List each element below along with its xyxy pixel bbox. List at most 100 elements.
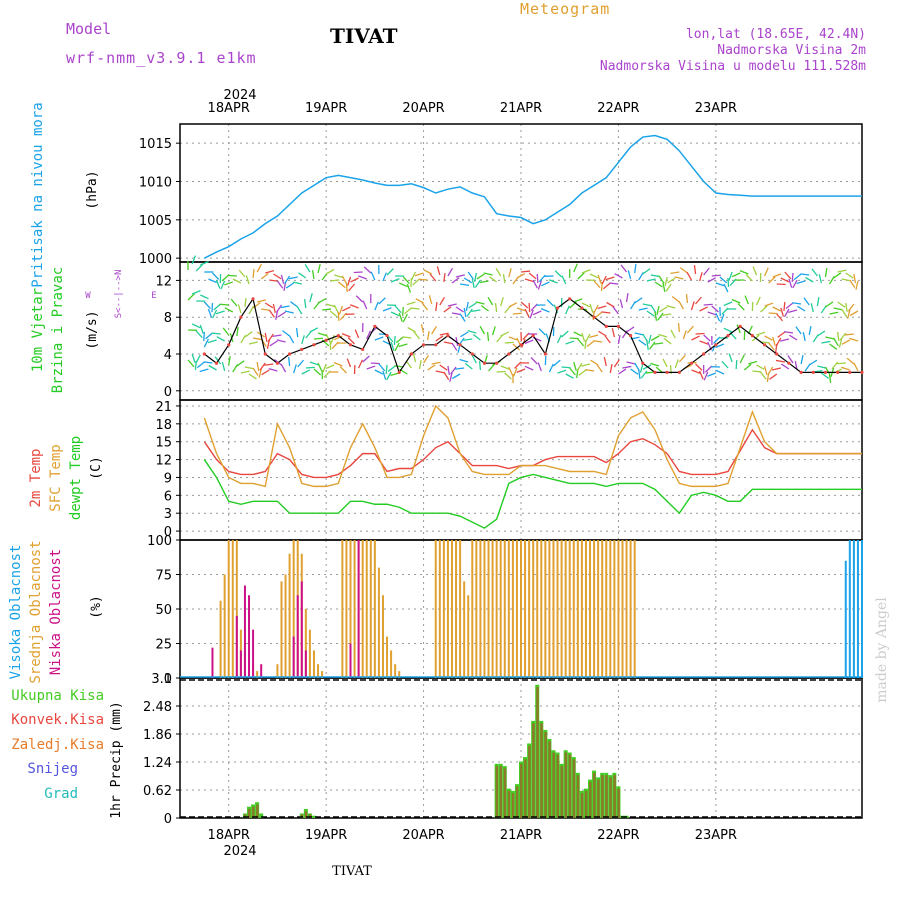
- wind-barb: [230, 298, 238, 307]
- wind-barb: [650, 274, 660, 278]
- y-tick-label: 0: [164, 525, 172, 540]
- wind-barb: [791, 272, 794, 283]
- wind-speed-point: [836, 370, 840, 374]
- wind-speed-point: [726, 334, 730, 338]
- wind-barb: [215, 279, 221, 289]
- wind-barb: [593, 340, 603, 343]
- y-tick-label: 0: [164, 672, 172, 687]
- wind-barb: [808, 359, 818, 366]
- conv-precip-bar: [572, 759, 576, 818]
- wind-barb: [537, 362, 542, 372]
- wind-barb: [731, 298, 741, 304]
- wind-barb: [265, 270, 275, 274]
- wind-barb: [374, 336, 384, 341]
- wind-barb: [449, 372, 453, 382]
- wind-barb: [833, 307, 843, 311]
- wind-barb: [678, 300, 684, 310]
- wind-barb: [348, 283, 356, 292]
- wind-barb: [374, 369, 384, 375]
- wind-barb: [447, 267, 453, 277]
- wind-barb: [305, 366, 315, 369]
- precip-label-3: Zaledj.Kisa: [11, 737, 104, 753]
- wind-barb: [557, 369, 567, 374]
- wind-barb: [355, 295, 364, 303]
- wind-barb: [711, 274, 721, 277]
- temp-labels: 2m Temp SFC Temp dewpt Temp (C): [28, 436, 104, 520]
- wind-barb: [439, 296, 446, 306]
- wind-barb: [479, 325, 486, 335]
- wind-barb: [816, 297, 820, 307]
- wind-barb: [394, 305, 402, 314]
- wind-barb: [663, 337, 672, 345]
- wind-barb: [272, 303, 276, 313]
- wind-barb: [648, 334, 652, 344]
- wind-barb: [280, 274, 285, 284]
- wind-barb: [500, 331, 510, 337]
- wind-speed-point: [592, 315, 596, 319]
- wind-barb: [334, 274, 344, 279]
- wind-barb: [597, 274, 602, 284]
- wind-barb: [494, 302, 498, 313]
- wind-speed-point: [421, 343, 426, 347]
- wind-barb: [520, 301, 529, 309]
- y-tick-label: 0.62: [143, 784, 172, 799]
- wind-speed-point: [714, 343, 718, 347]
- wind-speed-point: [641, 361, 645, 365]
- wind-barb: [604, 335, 611, 344]
- wind-barb: [385, 364, 388, 375]
- wind-barb: [650, 304, 657, 313]
- wind-barb: [573, 263, 578, 273]
- wind-barb: [221, 274, 230, 282]
- y-tick-label: 1000: [139, 252, 172, 267]
- wind-barb: [317, 298, 327, 304]
- wind-barb: [187, 359, 195, 368]
- conv-precip-bar: [597, 779, 600, 818]
- precip-label-4: Snijeg: [27, 761, 78, 777]
- wind-barb: [803, 297, 810, 306]
- footer-station: TIVAT: [332, 864, 372, 879]
- wind-speed-point: [336, 334, 340, 338]
- wind-barb: [658, 333, 668, 338]
- wind-barb: [650, 335, 660, 342]
- wind-barb: [301, 369, 311, 375]
- wind-barb: [619, 299, 624, 309]
- wind-barb: [398, 282, 408, 288]
- pressure-line: [204, 134, 862, 259]
- wind-barb: [538, 274, 546, 283]
- wind-speed-point: [787, 361, 791, 365]
- wind-barb: [821, 372, 829, 379]
- wind-barb: [797, 305, 806, 312]
- wind-barb: [841, 308, 848, 317]
- wind-barb: [487, 296, 494, 306]
- wind-barb: [642, 364, 652, 370]
- wind-barb: [662, 313, 672, 316]
- wind-barb: [362, 355, 370, 363]
- wind-barb: [413, 331, 421, 340]
- wind-barb: [200, 294, 209, 300]
- conv-precip-bar: [300, 814, 304, 818]
- wind-barb: [275, 304, 283, 313]
- y-tick-label: 6: [164, 489, 172, 504]
- wind-barb: [199, 368, 209, 373]
- wind-barb: [800, 273, 810, 276]
- wind-barb: [207, 339, 217, 344]
- total-precip-bar: [259, 813, 264, 818]
- wind-barb: [739, 354, 745, 364]
- wind-barb: [659, 306, 668, 313]
- wind-barb: [841, 278, 851, 282]
- wind-barb: [266, 339, 270, 349]
- wind-barb: [849, 279, 856, 288]
- wind-barb: [325, 268, 335, 275]
- y-tick-label: 21: [155, 400, 172, 415]
- wind-barb: [426, 331, 430, 341]
- wind-speed-point: [665, 370, 669, 374]
- wind-barb: [187, 293, 195, 301]
- wind-barb: [451, 373, 461, 380]
- wind-barb: [715, 369, 725, 375]
- wind-barb: [573, 331, 583, 337]
- wind-barb: [199, 324, 204, 334]
- wind-barb: [788, 278, 793, 288]
- wind-barb: [264, 302, 274, 309]
- conv-precip-bar: [528, 745, 531, 818]
- wind-barb: [561, 275, 567, 285]
